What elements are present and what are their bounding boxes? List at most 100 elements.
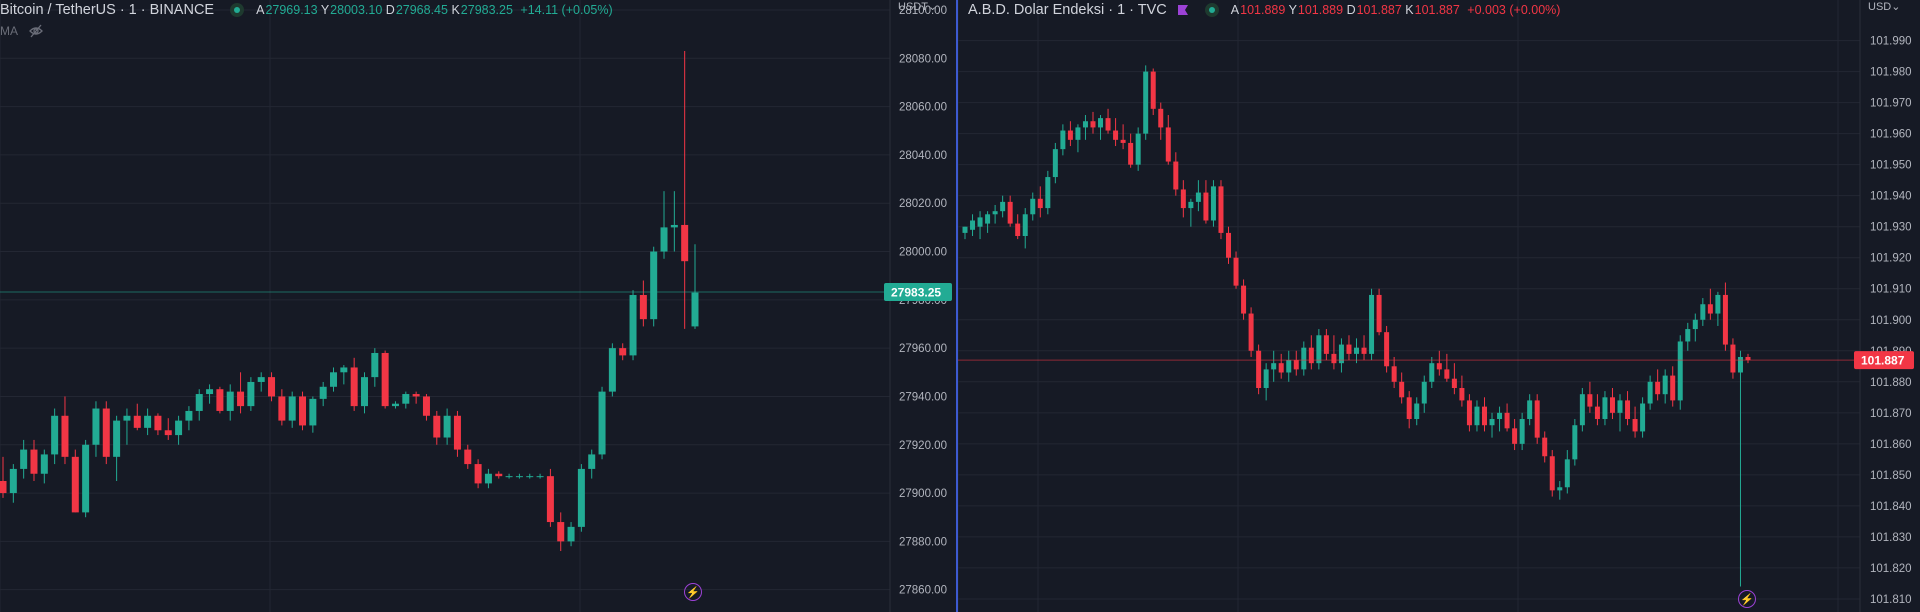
candle[interactable]	[1685, 322, 1691, 351]
candle[interactable]	[268, 372, 276, 402]
candle[interactable]	[1105, 108, 1111, 134]
candle[interactable]	[1210, 180, 1216, 227]
candle[interactable]	[1670, 366, 1676, 407]
candle[interactable]	[1504, 403, 1510, 432]
candle[interactable]	[154, 413, 162, 436]
candle[interactable]	[1075, 124, 1081, 153]
candle[interactable]	[1399, 372, 1405, 404]
candle[interactable]	[360, 372, 368, 414]
candle[interactable]	[474, 459, 482, 489]
candle[interactable]	[1323, 329, 1329, 361]
dxy-currency-unit[interactable]: USD⌄	[1868, 1, 1901, 13]
candle[interactable]	[1534, 394, 1540, 444]
candle[interactable]	[1414, 397, 1420, 426]
candle[interactable]	[577, 464, 585, 532]
candle[interactable]	[464, 444, 472, 469]
candle[interactable]	[1640, 397, 1646, 438]
candle[interactable]	[1692, 313, 1698, 342]
candle[interactable]	[1293, 350, 1299, 376]
candle[interactable]	[92, 401, 100, 457]
eye-off-icon[interactable]	[28, 24, 44, 38]
candle[interactable]	[1512, 419, 1518, 451]
candle[interactable]	[1188, 198, 1194, 227]
candle[interactable]	[1677, 335, 1683, 410]
candle[interactable]	[319, 381, 327, 407]
candle[interactable]	[691, 244, 699, 329]
candle[interactable]	[113, 415, 121, 481]
candle[interactable]	[1745, 353, 1751, 364]
candle[interactable]	[309, 396, 317, 433]
candle[interactable]	[1594, 394, 1600, 426]
candle[interactable]	[1542, 431, 1548, 463]
candle[interactable]	[598, 386, 606, 460]
candle[interactable]	[1376, 288, 1382, 336]
candle[interactable]	[330, 367, 338, 392]
candle[interactable]	[1022, 208, 1028, 249]
candle[interactable]	[1165, 115, 1171, 165]
candle[interactable]	[1007, 195, 1013, 227]
candle[interactable]	[608, 343, 616, 397]
candle[interactable]	[1391, 356, 1397, 388]
candle[interactable]	[299, 391, 307, 431]
candle[interactable]	[1572, 419, 1578, 466]
candle[interactable]	[557, 512, 565, 552]
candle[interactable]	[1180, 180, 1186, 218]
candle[interactable]	[1587, 381, 1593, 413]
candle[interactable]	[1662, 369, 1668, 404]
candle[interactable]	[1218, 180, 1224, 240]
candle[interactable]	[164, 418, 172, 440]
candle[interactable]	[1421, 375, 1427, 413]
candle[interactable]	[588, 449, 596, 479]
candle[interactable]	[505, 473, 513, 479]
candle[interactable]	[82, 439, 90, 518]
candle[interactable]	[1474, 400, 1480, 432]
candle[interactable]	[515, 473, 523, 479]
candle[interactable]	[639, 280, 647, 327]
candle[interactable]	[546, 468, 554, 527]
candle[interactable]	[71, 449, 79, 513]
lightning-icon[interactable]: ⚡	[684, 583, 702, 601]
candle[interactable]	[1248, 307, 1254, 357]
candle[interactable]	[185, 406, 193, 431]
candle[interactable]	[1466, 394, 1472, 432]
candle[interactable]	[1263, 363, 1269, 401]
candle[interactable]	[1459, 375, 1465, 407]
candle[interactable]	[381, 350, 389, 409]
candle[interactable]	[340, 365, 348, 385]
candle[interactable]	[1037, 186, 1043, 218]
candle[interactable]	[1278, 353, 1284, 379]
candle[interactable]	[1700, 298, 1706, 326]
candle[interactable]	[1098, 115, 1104, 140]
candle[interactable]	[1195, 180, 1201, 212]
candle[interactable]	[1617, 394, 1623, 432]
btc-symbol-title[interactable]: Bitcoin / TetherUS · 1 · BINANCE	[0, 2, 215, 18]
candle[interactable]	[1444, 353, 1450, 382]
ma-indicator-row[interactable]: MA	[0, 24, 44, 38]
candle[interactable]	[1000, 195, 1006, 218]
candle[interactable]	[1226, 226, 1232, 264]
candle[interactable]	[1045, 170, 1051, 215]
candle[interactable]	[670, 191, 678, 252]
candle[interactable]	[278, 389, 286, 426]
candle[interactable]	[1384, 325, 1390, 373]
candle[interactable]	[247, 377, 255, 411]
candle[interactable]	[422, 394, 430, 421]
candle[interactable]	[51, 408, 59, 465]
candle[interactable]	[144, 408, 152, 436]
candle[interactable]	[1730, 338, 1736, 379]
last-price-badge[interactable]	[884, 282, 952, 301]
candle[interactable]	[970, 214, 976, 236]
candle[interactable]	[1060, 124, 1066, 156]
candle[interactable]	[443, 408, 451, 445]
candle[interactable]	[257, 372, 265, 392]
candle[interactable]	[30, 439, 38, 481]
candle[interactable]	[1286, 350, 1292, 382]
btc-chart-pane[interactable]: 28100.00 28080.00 28060.00 28040.00 28020.00…	[0, 0, 958, 612]
candle[interactable]	[1707, 288, 1713, 320]
candle[interactable]	[1722, 282, 1728, 351]
candle[interactable]	[1331, 335, 1337, 370]
candle[interactable]	[1549, 450, 1555, 497]
candle[interactable]	[1406, 391, 1412, 429]
candle[interactable]	[1338, 338, 1344, 373]
candle[interactable]	[102, 401, 110, 465]
